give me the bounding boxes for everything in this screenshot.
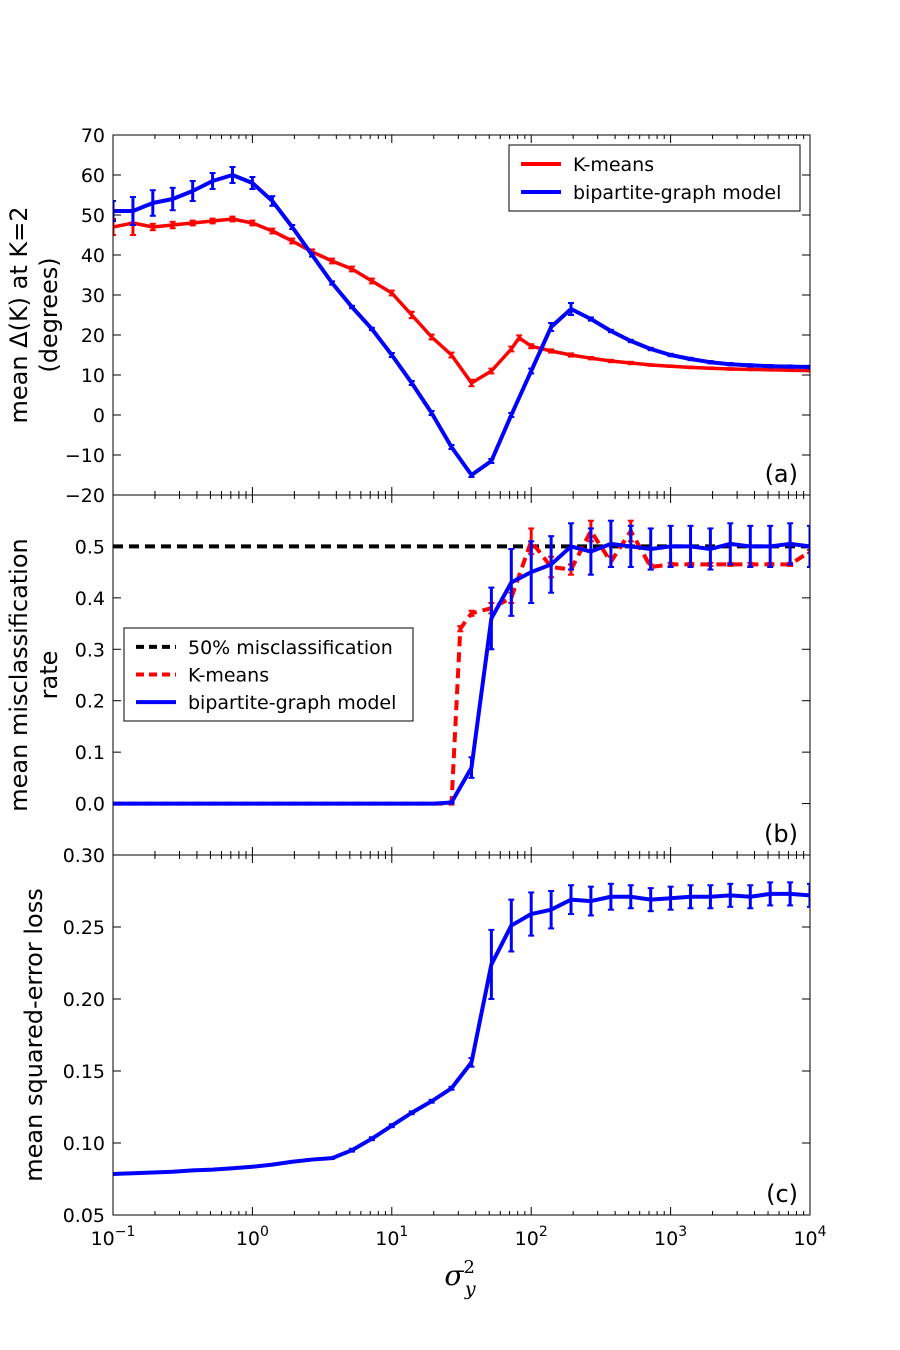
panel-3-bipartite-line [113, 891, 810, 1176]
x-tick-label: 102 [515, 1224, 548, 1250]
x-axis-label: σ2 y [444, 1257, 476, 1300]
panel-2-legend-kmeans-label: K-means [188, 665, 269, 687]
panel-2-y-tick-label: 0.0 [75, 794, 105, 816]
panel-3-y-tick-label: 0.10 [63, 1133, 105, 1155]
panel-2-legend [123, 627, 414, 722]
panel-3-y-tick-label: 0.05 [63, 1205, 105, 1227]
panel-2-y-tick-label: 0.1 [75, 742, 105, 764]
panel-2-legend-bipartite-label: bipartite-graph model [188, 692, 396, 714]
panel-2-kmeans-line [113, 529, 810, 806]
x-tick-label: 10−1 [91, 1224, 136, 1250]
panel-1-y-tick-label: 30 [81, 285, 105, 307]
panel-2-y-tick-label: 0.5 [75, 536, 105, 558]
panel-2-legend-threshold-label: 50% misclassification [188, 637, 393, 659]
panel-2-y-tick-label: 0.4 [75, 588, 105, 610]
panel-1-legend [508, 144, 801, 212]
panel-3-frame [112, 854, 811, 1216]
panel-1-y-tick-label: 50 [81, 205, 105, 227]
panel-3-y-axis-label: mean squared-error loss [20, 888, 48, 1181]
panel-1-y-tick-label: −10 [65, 445, 105, 467]
panel-1-y-tick-label: 40 [81, 245, 105, 267]
panel-1-kmeans-line [113, 217, 810, 385]
panel-3-plot-area [113, 881, 810, 1176]
panel-1-y-axis-label: mean Δ(K) at K=2 [5, 206, 33, 423]
panel-3-label: (c) [766, 1180, 798, 1208]
panel-1-y-tick-label: −20 [65, 485, 105, 507]
panel-1-legend-bipartite-label: bipartite-graph model [573, 182, 781, 204]
panel-3-y-tick-label: 0.15 [63, 1061, 105, 1083]
panel-1-y-axis-label: (degrees) [35, 257, 63, 372]
panel-2-y-tick-label: 0.2 [75, 691, 105, 713]
panel-1-y-tick-label: 20 [81, 325, 105, 347]
panel-2-y-axis-label: rate [35, 651, 63, 700]
panel-1-legend-kmeans-label: K-means [573, 154, 654, 176]
panel-2-plot-area [113, 519, 810, 806]
x-tick-label: 100 [236, 1224, 269, 1250]
panel-1-bipartite-line [113, 173, 810, 477]
panel-3-y-tick-label: 0.25 [63, 917, 105, 939]
panel-1-y-tick-label: 0 [93, 405, 105, 427]
panel-2-y-tick-label: 0.3 [75, 639, 105, 661]
panel-3-y-tick-label: 0.30 [63, 845, 105, 867]
x-tick-label: 101 [375, 1224, 408, 1250]
panel-1-y-tick-label: 10 [81, 365, 105, 387]
panel-1-plot-area [113, 166, 810, 478]
panel-1-y-tick-label: 60 [81, 165, 105, 187]
panel-2-y-axis-label: mean misclassification [5, 538, 33, 811]
x-tick-label: 103 [654, 1224, 687, 1250]
panel-1-label: (a) [765, 460, 798, 488]
panel-3-y-tick-label: 0.20 [63, 989, 105, 1011]
panel-2-label: (b) [764, 820, 798, 848]
x-tick-label: 104 [793, 1224, 826, 1250]
panel-1-y-tick-label: 70 [81, 125, 105, 147]
